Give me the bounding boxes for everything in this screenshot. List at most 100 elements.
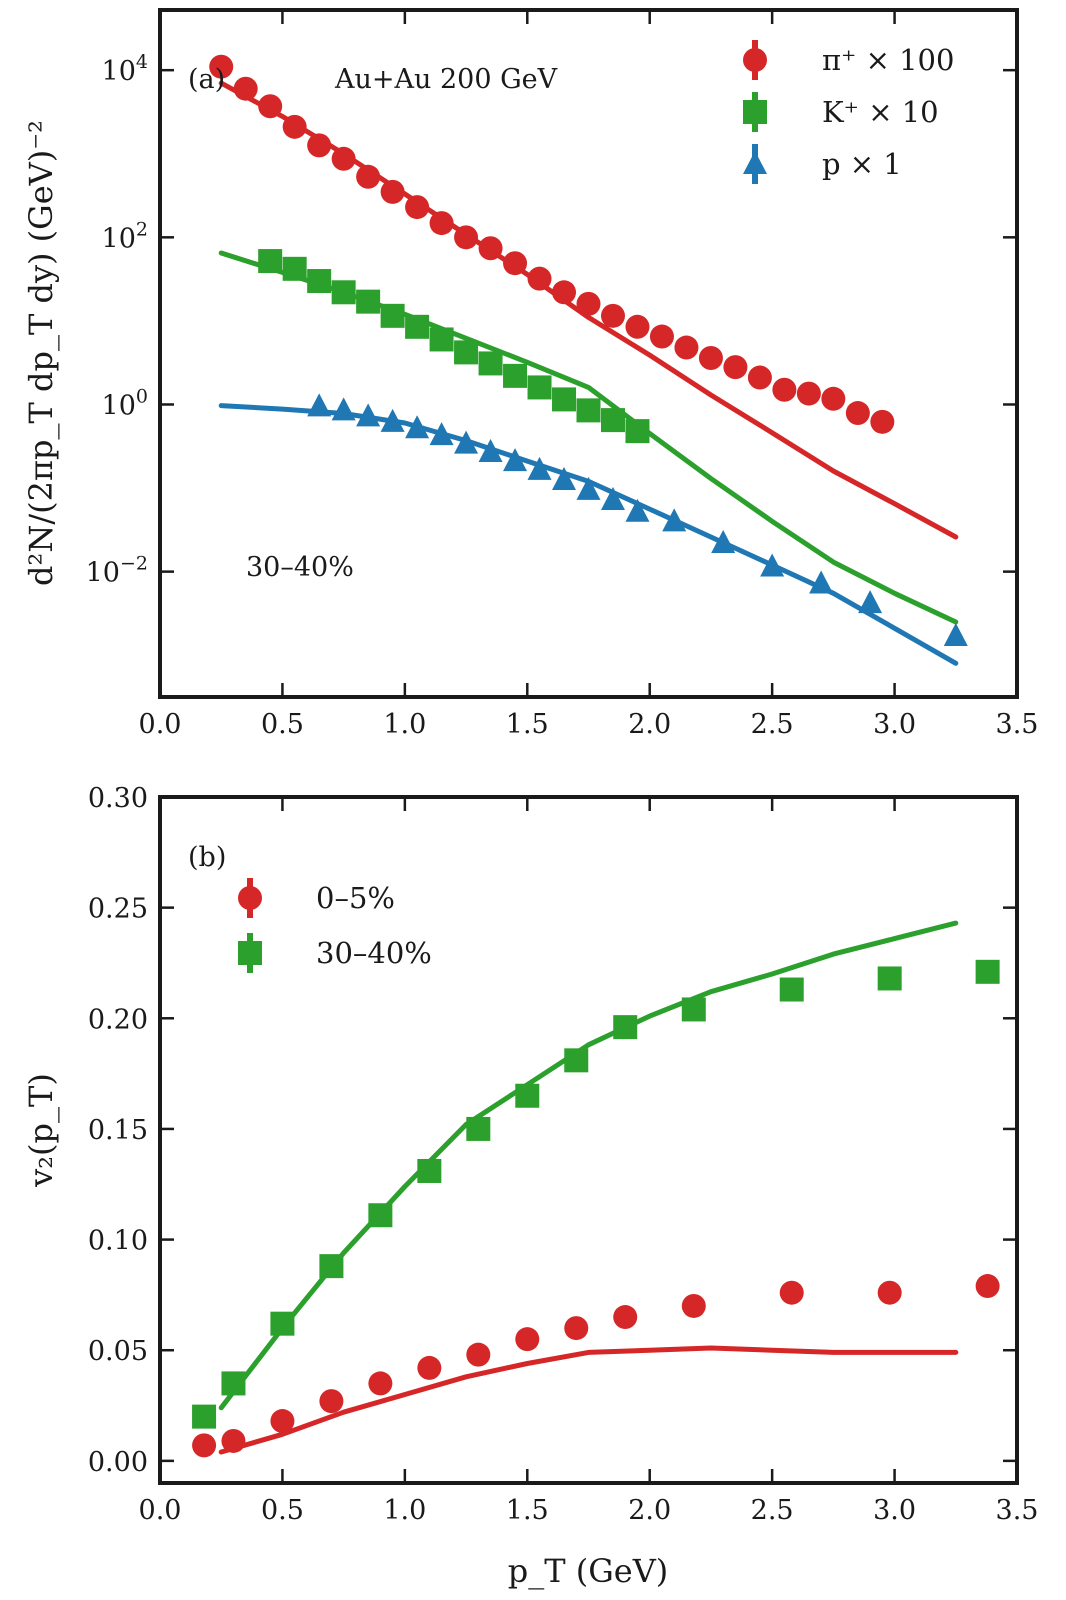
data-point-a-s0	[331, 146, 356, 171]
x-tick-label-b: 2.0	[628, 1495, 671, 1526]
data-point-a-s2	[331, 397, 356, 421]
data-point-a-s1	[282, 256, 307, 281]
data-point-a-s1	[527, 375, 552, 400]
data-point-a-s0	[478, 236, 503, 261]
legend-marker-a	[743, 48, 767, 72]
x-tick-label-a: 0.0	[139, 709, 182, 740]
data-point-a-s0	[282, 114, 307, 139]
y-tick-label-b: 0.25	[88, 894, 148, 925]
data-point-b-s0	[466, 1342, 491, 1367]
panel-b-legend: 0–5% 30–40%	[238, 878, 432, 973]
data-point-a-s2	[576, 476, 601, 500]
data-point-b-s1	[975, 959, 1000, 984]
data-point-a-s1	[552, 387, 577, 412]
data-point-a-s0	[552, 280, 577, 305]
data-point-b-s1	[319, 1254, 344, 1279]
data-point-b-s1	[221, 1371, 246, 1396]
legend-label-a: π⁺ × 100	[822, 43, 954, 77]
data-point-a-s1	[576, 398, 601, 423]
x-tick-label-b: 0.0	[139, 1495, 182, 1526]
y-tick-label-b: 0.20	[88, 1004, 148, 1035]
data-point-b-s1	[779, 977, 804, 1002]
model-line-b-0	[218, 1345, 959, 1455]
y-tick-label-a: 104	[102, 51, 148, 87]
data-point-a-s0	[576, 291, 601, 316]
data-point-a-s1	[405, 314, 430, 339]
data-point-a-s0	[870, 409, 895, 434]
data-point-a-s0	[698, 345, 723, 370]
data-point-a-s2	[600, 486, 625, 510]
data-point-a-s1	[258, 249, 283, 274]
data-point-a-s0	[649, 324, 674, 349]
y-tick-label-a: 10−2	[86, 553, 148, 589]
data-point-a-s0	[454, 225, 479, 250]
legend-marker-a	[743, 151, 767, 174]
data-point-b-s0	[515, 1327, 540, 1352]
legend-marker-b	[238, 886, 262, 910]
data-point-a-s2	[662, 508, 687, 532]
legend-label-b: 30–40%	[316, 936, 432, 970]
x-tick-label-a: 1.0	[383, 709, 426, 740]
data-point-a-s1	[331, 280, 356, 305]
panel-a-label: (a)	[188, 64, 225, 95]
data-point-a-s2	[552, 466, 577, 490]
data-point-a-s1	[356, 289, 381, 314]
data-point-a-s1	[503, 363, 528, 388]
data-point-a-s2	[760, 553, 785, 577]
data-point-a-s0	[625, 314, 650, 339]
legend-label-a: K⁺ × 10	[822, 95, 939, 129]
x-tick-label-a: 0.5	[261, 709, 304, 740]
data-point-b-s0	[877, 1280, 902, 1305]
data-point-b-s0	[221, 1428, 246, 1453]
data-point-a-s0	[845, 401, 870, 426]
legend-marker-b	[238, 941, 262, 965]
panel-b-frame	[158, 795, 1019, 1485]
data-point-a-s1	[429, 327, 454, 352]
data-point-a-s0	[527, 266, 552, 291]
data-point-b-s1	[877, 966, 902, 991]
data-point-a-s0	[233, 76, 258, 101]
data-point-a-s2	[527, 456, 552, 480]
data-point-a-s0	[772, 377, 797, 402]
x-tick-label-a: 2.0	[628, 709, 671, 740]
panel-a: 0.0 0.5 1.0 1.5 2.0 2.5 3.0 3.5 104 102 100 10−2 (a…	[22, 8, 1038, 740]
data-point-a-s0	[747, 365, 772, 390]
data-point-b-s1	[613, 1015, 638, 1040]
data-point-a-s1	[600, 408, 625, 433]
x-tick-label-b: 2.5	[751, 1495, 794, 1526]
data-point-a-s0	[209, 54, 234, 79]
data-point-b-s0	[192, 1433, 217, 1458]
y-tick-label-b: 0.30	[88, 783, 148, 814]
panel-a-frame	[158, 8, 1019, 699]
panel-a-legend: π⁺ × 100 K⁺ × 10 p × 1	[743, 40, 954, 184]
panel-a-title: Au+Au 200 GeV	[334, 64, 558, 95]
data-point-a-s2	[809, 570, 834, 594]
data-point-b-s0	[417, 1355, 442, 1380]
x-tick-label-b: 0.5	[261, 1495, 304, 1526]
legend-marker-a	[743, 100, 767, 124]
panel-a-ticks: 0.0 0.5 1.0 1.5 2.0 2.5 3.0 3.5 104 102 100 10−2	[86, 10, 1038, 740]
data-point-a-s0	[821, 386, 846, 411]
data-point-a-s0	[674, 335, 699, 360]
model-line-b-1	[218, 920, 959, 1411]
data-point-b-s0	[368, 1371, 393, 1396]
x-tick-label-a: 3.0	[873, 709, 916, 740]
data-point-b-s0	[319, 1389, 344, 1414]
data-point-b-s1	[417, 1158, 442, 1183]
x-tick-label-b: 1.0	[383, 1495, 426, 1526]
data-point-a-s0	[356, 164, 381, 189]
panel-b: 0.0 0.5 1.0 1.5 2.0 2.5 3.0 3.5 0.00 0.05 0.10 0.15…	[22, 783, 1038, 1590]
panel-b-data-points	[192, 959, 1000, 1458]
x-tick-label-a: 1.5	[506, 709, 549, 740]
panel-b-y-axis-title: v₂(p_T)	[22, 1073, 60, 1188]
data-point-a-s0	[258, 94, 283, 119]
x-tick-label-b: 1.5	[506, 1495, 549, 1526]
data-point-a-s1	[478, 351, 503, 376]
data-point-a-s0	[405, 195, 430, 220]
data-point-a-s2	[356, 403, 381, 427]
data-point-a-s2	[858, 590, 883, 614]
model-line-a-2	[218, 403, 959, 666]
data-point-a-s2	[307, 393, 332, 417]
data-point-b-s1	[192, 1404, 217, 1429]
